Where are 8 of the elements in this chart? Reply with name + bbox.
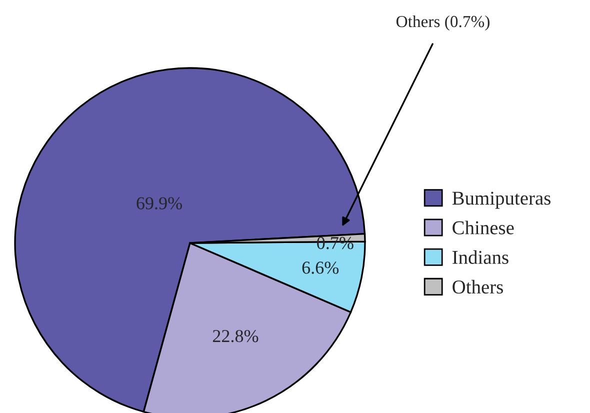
data-label: 69.9% [136,197,182,210]
legend-label: Chinese [452,220,514,234]
text: Others (0.7%) [396,15,490,31]
data-label: 22.8% [212,330,258,342]
legend-label: Bumiputeras [452,192,550,209]
data-label: 6.6% [302,262,339,274]
legend-label: Others [452,280,503,294]
legend-label: Indians [452,250,508,264]
